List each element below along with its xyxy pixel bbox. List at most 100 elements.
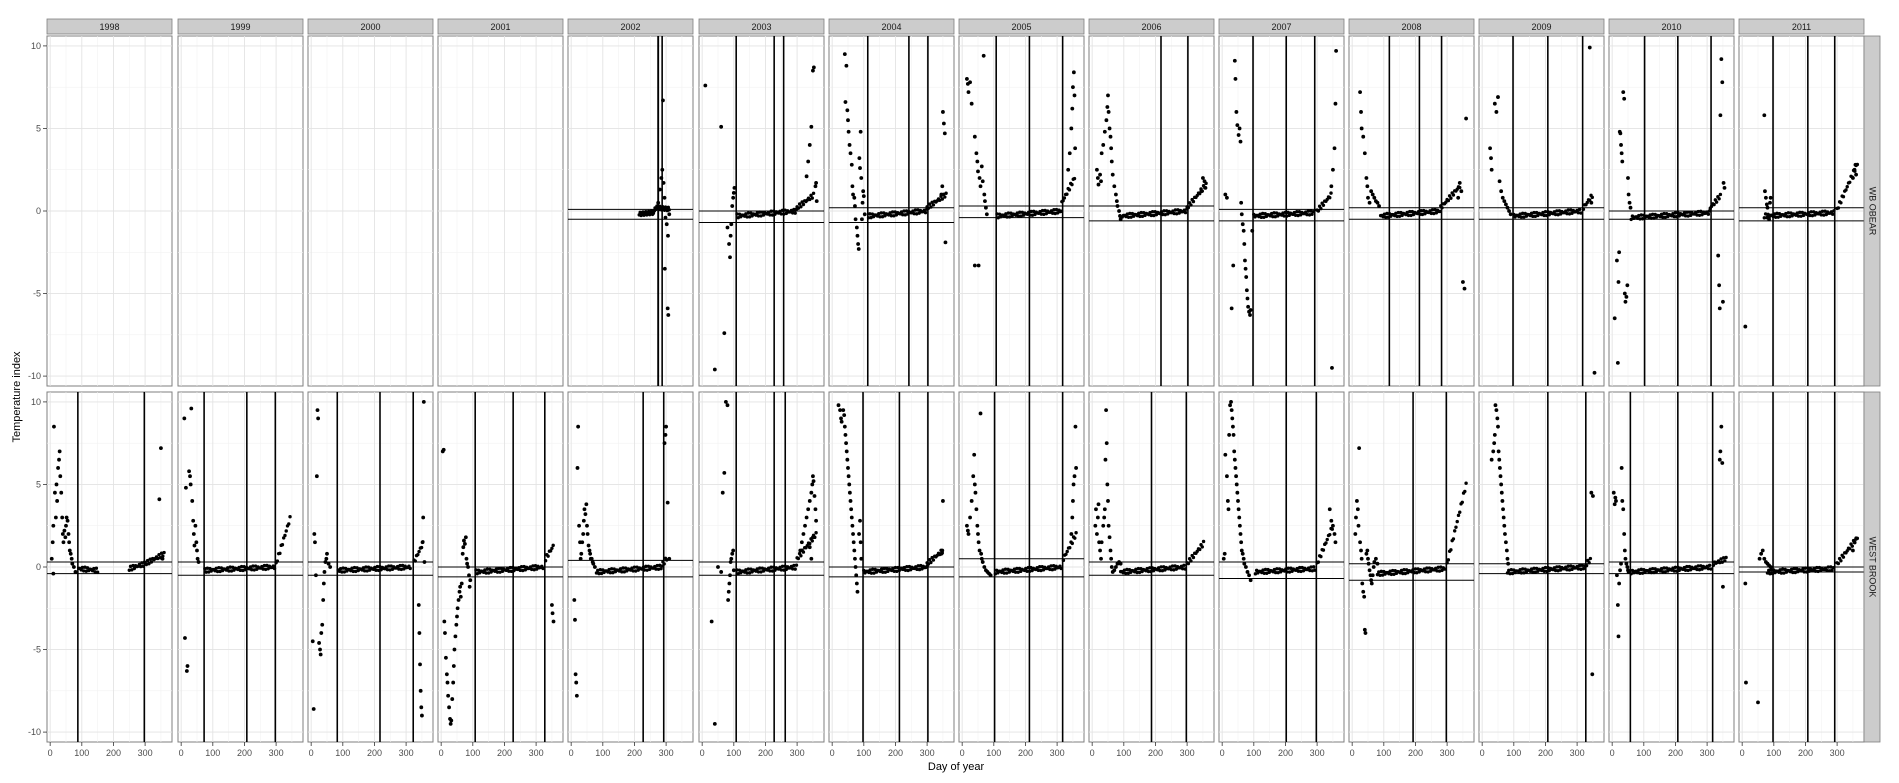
- data-point: [465, 561, 470, 566]
- data-point: [451, 680, 456, 685]
- data-point: [1072, 93, 1077, 98]
- data-point: [943, 240, 948, 245]
- data-point: [58, 474, 63, 479]
- data-point: [1722, 185, 1727, 190]
- x-tick-label: 0: [1480, 748, 1485, 758]
- data-point: [976, 540, 981, 545]
- data-point: [1626, 570, 1631, 574]
- data-point: [1234, 474, 1238, 479]
- data-point: [1496, 449, 1501, 454]
- strip-background: [828, 18, 955, 35]
- data-point: [1579, 567, 1583, 571]
- data-point: [1070, 106, 1075, 111]
- data-point: [1616, 280, 1621, 284]
- data-point: [326, 561, 331, 566]
- data-point: [975, 523, 980, 528]
- data-point: [272, 566, 277, 571]
- panel-data-r1-c4: [568, 392, 693, 742]
- data-point: [1285, 570, 1289, 574]
- strip-background: [567, 18, 694, 35]
- data-point: [1225, 474, 1229, 479]
- data-point: [535, 567, 539, 571]
- data-point: [722, 470, 727, 475]
- data-point: [1456, 513, 1461, 518]
- data-point: [1358, 90, 1362, 95]
- data-point: [808, 197, 812, 202]
- data-point: [444, 672, 449, 677]
- data-point: [1494, 110, 1499, 114]
- data-point: [162, 550, 166, 555]
- data-point: [712, 721, 717, 726]
- data-point: [467, 573, 471, 578]
- data-point: [453, 634, 458, 639]
- data-point: [1463, 489, 1467, 494]
- data-point: [1720, 560, 1724, 564]
- data-point: [1357, 446, 1362, 451]
- data-point: [976, 263, 981, 268]
- data-point: [1358, 540, 1362, 545]
- x-tick-label: 200: [758, 748, 773, 758]
- data-point: [1223, 192, 1228, 197]
- data-point: [846, 474, 851, 479]
- x-tick-label: 300: [399, 748, 414, 758]
- data-point: [663, 215, 668, 220]
- data-point: [418, 688, 423, 693]
- data-point: [1372, 560, 1377, 564]
- data-point: [130, 568, 134, 572]
- data-point: [310, 639, 315, 644]
- panel-data-r1-c2: [308, 392, 433, 742]
- data-point: [838, 408, 842, 413]
- data-point: [341, 566, 345, 570]
- y-tick-label: 5: [36, 479, 41, 489]
- data-point: [1118, 214, 1122, 218]
- vertical-reference-band: [995, 36, 997, 386]
- data-point: [1059, 209, 1064, 213]
- data-point: [589, 556, 594, 561]
- data-point: [1311, 565, 1316, 569]
- data-point: [712, 367, 717, 372]
- data-point: [1135, 570, 1139, 575]
- data-point: [1581, 207, 1586, 212]
- data-point: [1316, 209, 1321, 213]
- data-point: [662, 266, 667, 271]
- data-point: [1590, 195, 1594, 200]
- data-point: [1228, 403, 1232, 408]
- data-point: [466, 565, 470, 569]
- data-point: [1542, 569, 1546, 574]
- data-point: [804, 515, 809, 520]
- data-point: [1412, 570, 1416, 575]
- x-axis-title: Day of year: [928, 761, 985, 773]
- data-point: [579, 551, 584, 556]
- data-point: [1198, 547, 1202, 552]
- data-point: [54, 482, 59, 487]
- x-tick-label: 200: [1408, 748, 1423, 758]
- data-point: [810, 196, 814, 200]
- strip-label: 1999: [230, 22, 250, 32]
- data-point: [811, 479, 816, 484]
- data-point: [1451, 537, 1456, 541]
- data-point: [584, 502, 589, 507]
- x-tick-label: 100: [1116, 748, 1131, 758]
- data-point: [735, 568, 739, 572]
- data-point: [1492, 441, 1497, 446]
- strip-label: 2009: [1531, 22, 1551, 32]
- data-point: [474, 568, 478, 572]
- data-point: [814, 199, 819, 203]
- data-point: [1618, 131, 1623, 136]
- data-point: [193, 523, 198, 528]
- data-point: [858, 166, 862, 170]
- data-point: [1498, 474, 1503, 479]
- data-point: [974, 507, 979, 512]
- data-point: [1672, 214, 1676, 219]
- panel-data-r1-c11: [1479, 392, 1604, 742]
- data-point: [972, 263, 977, 268]
- data-point: [1183, 210, 1188, 215]
- data-point: [1626, 192, 1631, 197]
- data-point: [190, 499, 195, 503]
- data-point: [848, 151, 853, 156]
- data-point: [1683, 214, 1688, 218]
- data-point: [1459, 189, 1464, 194]
- data-point: [1760, 548, 1765, 553]
- data-point: [228, 565, 232, 569]
